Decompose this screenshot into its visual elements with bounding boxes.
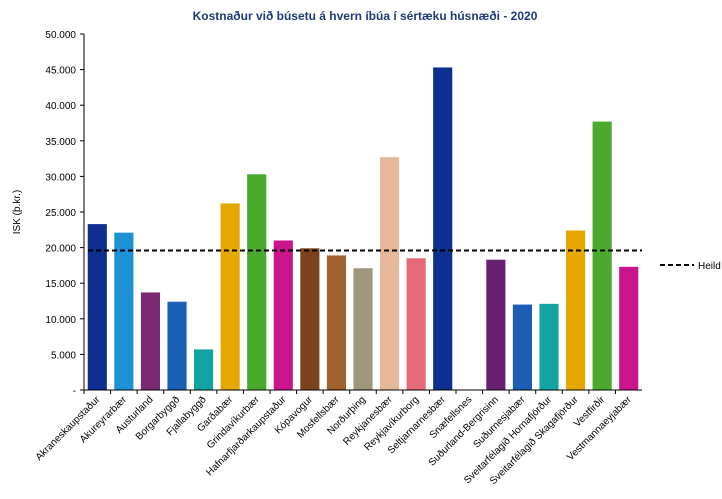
- y-tick-label: 25.000: [45, 208, 76, 219]
- y-tick-label: 15.000: [45, 279, 76, 290]
- bar: [300, 248, 320, 390]
- y-axis-ticks: - 5.000 10.000 15.000 20.000 25.000 30.000 35.0…: [45, 30, 84, 397]
- bar: [486, 259, 506, 390]
- bar: [247, 174, 267, 390]
- bar: [592, 121, 612, 391]
- bar: [194, 349, 214, 390]
- bars: [87, 67, 639, 391]
- bar: [87, 224, 107, 390]
- bar: [326, 255, 346, 390]
- bar: [380, 157, 400, 390]
- y-tick-label: 20.000: [45, 244, 76, 255]
- y-tick-label: 5.000: [51, 350, 76, 361]
- bar: [406, 258, 426, 390]
- category-labels: AkraneskaupstaðurAkureyrarbærAusturlandB…: [33, 390, 634, 487]
- bar: [433, 67, 453, 391]
- bar: [273, 240, 293, 390]
- chart-title: Kostnaður við búsetu á hvern íbúa í sért…: [193, 9, 538, 23]
- legend-label-heild: Heild: [698, 261, 721, 272]
- y-tick-label: 40.000: [45, 101, 76, 112]
- bar: [539, 303, 559, 390]
- bar: [512, 304, 532, 390]
- bar: [167, 301, 187, 390]
- bar: [114, 232, 134, 390]
- bar: [566, 230, 586, 390]
- y-tick-label: 30.000: [45, 172, 76, 183]
- y-tick-label: 35.000: [45, 137, 76, 148]
- bar: [140, 292, 160, 390]
- bar: [353, 268, 373, 390]
- y-tick-label: 45.000: [45, 66, 76, 77]
- y-axis-label: ISK (þ.kr.): [12, 190, 23, 234]
- bar: [220, 203, 240, 390]
- y-tick-label: 10.000: [45, 315, 76, 326]
- legend: Heild: [660, 261, 721, 272]
- y-tick-label: -: [73, 386, 76, 397]
- y-tick-label: 50.000: [45, 30, 76, 41]
- bar: [619, 266, 639, 390]
